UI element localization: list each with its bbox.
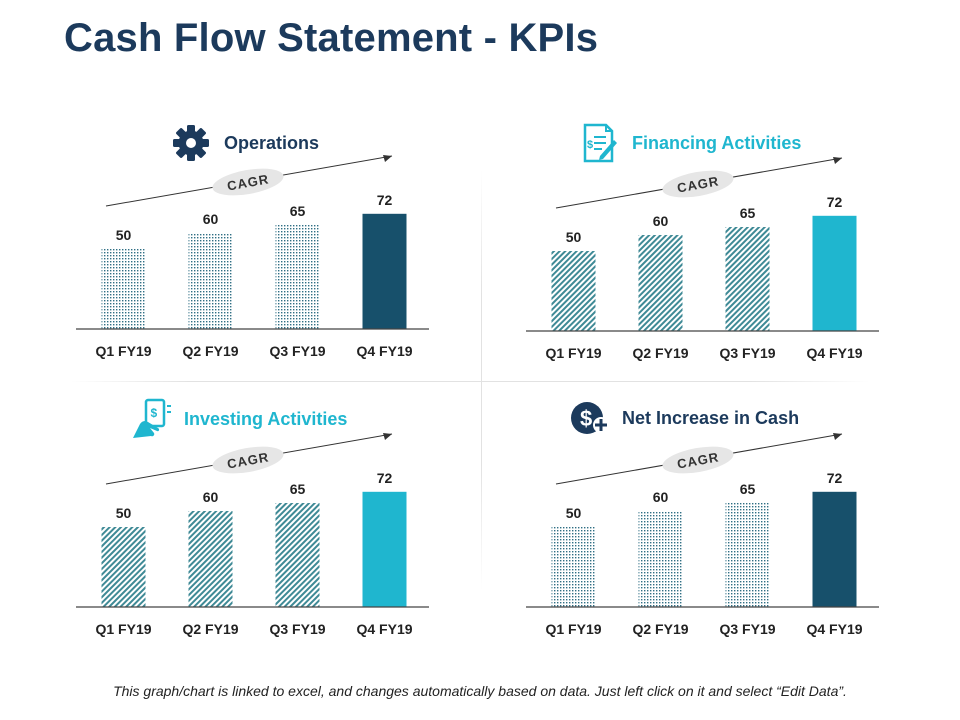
financing-chart[interactable]: CAGR 50 Q1 FY19 60 Q2 FY19 65 Q3 FY19 72 Q4 FY19 <box>512 122 892 372</box>
operations-panel: CAGR 50 Q1 FY19 60 Q2 FY19 65 Q3 FY19 72 Q4 FY19… <box>62 120 442 390</box>
category-label: Q2 FY19 <box>182 343 238 359</box>
category-label: Q1 FY19 <box>545 621 601 637</box>
cagr-arrowhead <box>383 155 392 162</box>
category-label: Q1 FY19 <box>95 343 151 359</box>
financing-title: Financing Activities <box>632 132 802 153</box>
category-label: Q3 FY19 <box>719 345 775 361</box>
bar-2[interactable] <box>188 233 233 329</box>
value-label: 72 <box>827 470 843 486</box>
value-label: 50 <box>566 229 582 245</box>
value-label: 50 <box>116 505 132 521</box>
value-label: 60 <box>653 489 669 505</box>
page-title: Cash Flow Statement - KPIs <box>64 16 599 60</box>
cagr-arrowhead <box>383 433 392 440</box>
bar-4[interactable] <box>812 491 857 607</box>
value-label: 50 <box>116 227 132 243</box>
value-label: 72 <box>377 192 393 208</box>
category-label: Q4 FY19 <box>806 345 862 361</box>
category-label: Q4 FY19 <box>356 343 412 359</box>
cagr-label: CAGR <box>676 173 720 195</box>
net-cash-panel: CAGR 50 Q1 FY19 60 Q2 FY19 65 Q3 FY19 72 Q4 FY19… <box>512 398 892 668</box>
cagr-arrowhead <box>833 433 842 440</box>
category-label: Q2 FY19 <box>182 621 238 637</box>
cagr-label: CAGR <box>676 449 720 471</box>
cagr-badge <box>662 446 734 474</box>
svg-text:$: $ <box>580 406 592 431</box>
category-label: Q3 FY19 <box>269 621 325 637</box>
bar-2[interactable] <box>638 511 683 607</box>
net-cash-title: Net Increase in Cash <box>622 407 800 428</box>
value-label: 72 <box>377 470 393 486</box>
financing-panel: CAGR 50 Q1 FY19 60 Q2 FY19 65 Q3 FY19 72 Q4 FY19… <box>512 122 892 392</box>
bar-2[interactable] <box>188 511 233 607</box>
category-label: Q1 FY19 <box>545 345 601 361</box>
value-label: 60 <box>203 211 219 227</box>
cagr-badge <box>662 170 734 198</box>
bar-2[interactable] <box>638 235 683 331</box>
value-label: 65 <box>290 203 306 219</box>
bar-3[interactable] <box>725 227 770 331</box>
bar-3[interactable] <box>275 225 320 329</box>
bar-3[interactable] <box>275 503 320 607</box>
value-label: 65 <box>740 481 756 497</box>
operations-title: Operations <box>224 132 320 153</box>
category-label: Q3 FY19 <box>269 343 325 359</box>
category-label: Q1 FY19 <box>95 621 151 637</box>
category-label: Q2 FY19 <box>632 345 688 361</box>
cagr-label: CAGR <box>226 171 270 193</box>
net-cash-chart[interactable]: CAGR 50 Q1 FY19 60 Q2 FY19 65 Q3 FY19 72 Q4 FY19 <box>512 398 892 648</box>
cagr-arrowhead <box>833 157 842 164</box>
bar-3[interactable] <box>725 503 770 607</box>
category-label: Q4 FY19 <box>356 621 412 637</box>
svg-text:$: $ <box>587 139 593 151</box>
bar-1[interactable] <box>551 251 596 331</box>
category-label: Q3 FY19 <box>719 621 775 637</box>
value-label: 60 <box>203 489 219 505</box>
svg-text:$: $ <box>151 406 158 420</box>
cagr-badge <box>212 446 284 474</box>
value-label: 50 <box>566 505 582 521</box>
dollar-plus-icon: $ <box>571 402 609 434</box>
value-label: 72 <box>827 194 843 210</box>
bar-4[interactable] <box>362 491 407 607</box>
bar-1[interactable] <box>551 527 596 607</box>
category-label: Q4 FY19 <box>806 621 862 637</box>
cagr-label: CAGR <box>226 449 270 471</box>
investing-chart[interactable]: CAGR 50 Q1 FY19 60 Q2 FY19 65 Q3 FY19 72 Q4 FY19 <box>62 398 442 648</box>
value-label: 65 <box>290 481 306 497</box>
bar-1[interactable] <box>101 527 146 607</box>
value-label: 60 <box>653 213 669 229</box>
document-edit-icon: $ <box>583 123 617 163</box>
investing-panel: CAGR 50 Q1 FY19 60 Q2 FY19 65 Q3 FY19 72 Q4 FY19… <box>62 398 442 668</box>
value-label: 65 <box>740 205 756 221</box>
bar-4[interactable] <box>812 215 857 331</box>
vertical-divider <box>481 170 482 590</box>
bar-4[interactable] <box>362 213 407 329</box>
money-hand-icon: $ <box>133 398 171 438</box>
investing-title: Investing Activities <box>184 408 348 429</box>
cagr-badge <box>212 168 284 196</box>
category-label: Q2 FY19 <box>632 621 688 637</box>
operations-chart[interactable]: CAGR 50 Q1 FY19 60 Q2 FY19 65 Q3 FY19 72 Q4 FY19 <box>62 120 442 370</box>
bar-1[interactable] <box>101 249 146 329</box>
gear-icon <box>173 125 209 161</box>
horizontal-divider <box>70 381 870 382</box>
footer-note: This graph/chart is linked to excel, and… <box>113 683 847 699</box>
